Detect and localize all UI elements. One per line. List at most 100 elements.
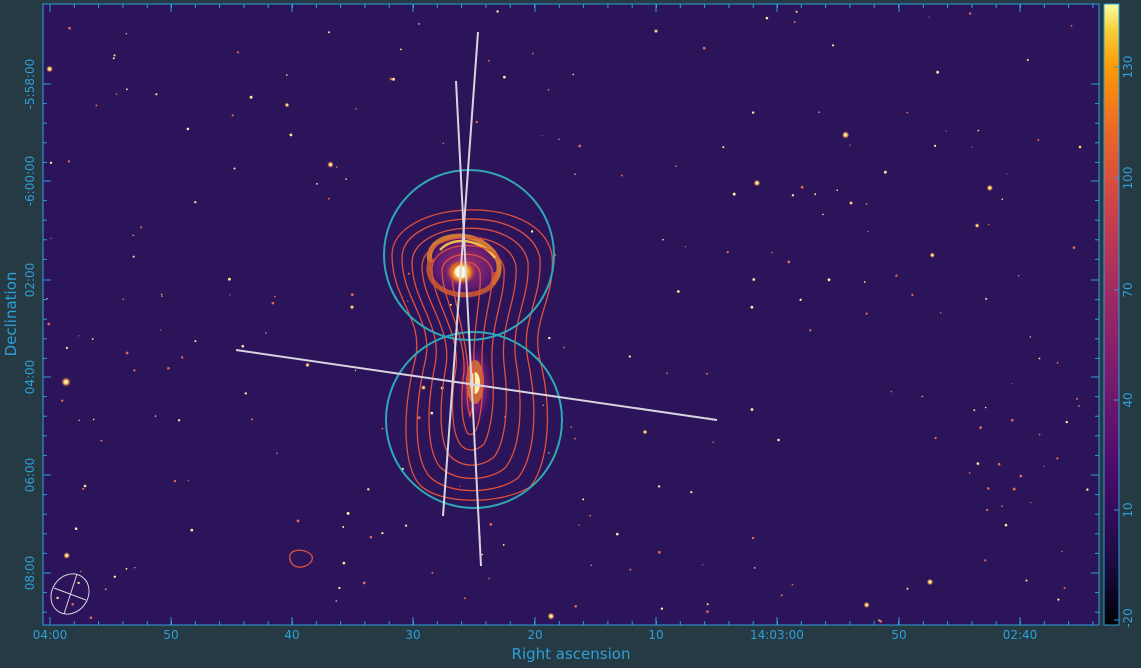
star: [305, 362, 310, 368]
star: [89, 616, 93, 619]
star: [82, 487, 85, 490]
star: [91, 338, 94, 340]
x-tick-label: 20: [527, 628, 542, 642]
contour-isolated: [289, 549, 313, 568]
star: [771, 251, 773, 254]
star: [381, 532, 384, 535]
star: [985, 297, 988, 300]
star: [977, 129, 980, 132]
star: [706, 610, 709, 613]
star: [1004, 523, 1008, 527]
star: [231, 114, 234, 117]
star: [791, 583, 794, 586]
star: [629, 568, 632, 571]
star: [986, 184, 994, 192]
star: [895, 274, 898, 277]
star: [750, 408, 754, 411]
star: [921, 395, 923, 398]
y-tick-label: -5:58:00: [23, 59, 37, 110]
star: [349, 304, 355, 310]
star: [666, 372, 668, 375]
y-tick-label: 06:00: [23, 458, 37, 493]
star: [327, 161, 334, 169]
beam-ellipse: [50, 573, 90, 615]
star: [350, 293, 354, 296]
bright-star: [926, 578, 934, 586]
star: [706, 603, 709, 606]
star: [936, 70, 939, 74]
star: [1030, 501, 1032, 504]
x-tick-label: 30: [405, 628, 420, 642]
star: [547, 612, 555, 620]
star: [405, 524, 408, 527]
star: [186, 127, 190, 131]
star: [173, 479, 177, 483]
y-tick-label: 04:00: [23, 360, 37, 395]
star: [463, 597, 466, 600]
star: [574, 173, 576, 175]
star: [104, 588, 107, 591]
star: [392, 77, 395, 81]
star: [1086, 488, 1089, 491]
star: [328, 31, 331, 34]
star: [161, 293, 163, 295]
star: [342, 561, 346, 565]
star: [92, 418, 95, 421]
star: [122, 298, 125, 301]
x-tick-label: 04:00: [33, 628, 68, 642]
star: [750, 305, 754, 309]
colorbar-tick-label: 40: [1121, 392, 1135, 407]
line-horizontal[interactable]: [235, 349, 718, 421]
star: [113, 54, 116, 57]
star: [417, 416, 421, 420]
star: [780, 594, 783, 597]
star: [814, 193, 817, 196]
star: [732, 192, 736, 196]
star: [1072, 246, 1076, 249]
star: [752, 278, 756, 281]
x-tick-labels: 04:00 50 40 30 20 10 14:03:00 50 02:40: [33, 628, 1038, 642]
star: [628, 355, 631, 358]
star: [83, 484, 87, 488]
star: [657, 550, 661, 554]
star: [800, 185, 804, 189]
star: [125, 568, 128, 570]
star: [67, 160, 71, 163]
star: [420, 385, 427, 391]
colorbar-tick-label: 130: [1121, 56, 1135, 79]
star: [726, 251, 729, 254]
bright-star: [753, 179, 761, 187]
star: [251, 418, 253, 421]
star: [418, 23, 420, 25]
line-vertical-a[interactable]: [442, 31, 479, 517]
star: [228, 277, 231, 281]
star: [77, 581, 80, 585]
star: [56, 596, 59, 600]
star: [342, 526, 345, 528]
star: [702, 46, 706, 50]
contour-overlay: [289, 209, 554, 568]
star: [389, 77, 393, 81]
line-vertical-b[interactable]: [455, 80, 482, 567]
colorbar: 130 100 70 40 10 -20: [1103, 3, 1135, 628]
star: [684, 246, 687, 248]
star: [154, 415, 157, 417]
colorbar-tick-label: 10: [1121, 502, 1135, 517]
x-axis-title: Right ascension: [512, 645, 631, 663]
star: [841, 131, 850, 139]
region-circle-lower[interactable]: [385, 331, 563, 509]
star: [706, 372, 708, 375]
colorbar-gradient: [1104, 4, 1119, 625]
star: [1012, 487, 1016, 491]
y-tick-label: -6:00:00: [23, 156, 37, 207]
star: [809, 329, 812, 332]
star: [241, 344, 245, 348]
star: [986, 508, 989, 512]
star: [475, 120, 478, 124]
star: [71, 603, 74, 606]
star: [407, 272, 410, 275]
star: [753, 567, 756, 569]
star: [879, 619, 882, 623]
star: [971, 146, 973, 148]
y-tick-label: 08:00: [23, 556, 37, 591]
